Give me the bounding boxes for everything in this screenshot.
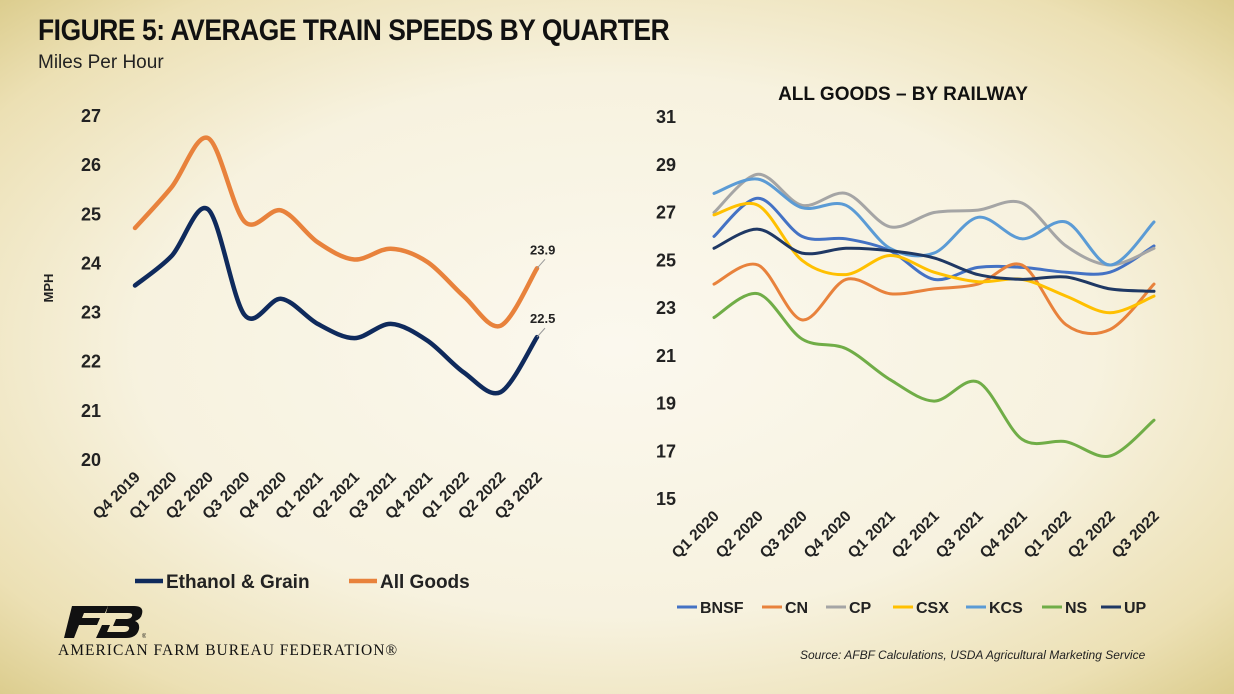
left-legend-label: All Goods xyxy=(380,572,470,593)
right-y-tick-label: 15 xyxy=(656,489,676,509)
right-y-tick-label: 29 xyxy=(656,155,676,175)
left-data-label-leader xyxy=(536,327,546,338)
source-note: Source: AFBF Calculations, USDA Agricult… xyxy=(800,648,1146,662)
right-x-tick-label: Q2 2022 xyxy=(1065,508,1119,562)
right-legend-label: KCS xyxy=(989,600,1023,617)
right-series-line xyxy=(712,292,1156,458)
left-y-tick-label: 21 xyxy=(81,401,101,421)
right-series-line xyxy=(712,227,1156,293)
right-x-tick-label: Q1 2021 xyxy=(845,508,899,562)
left-y-tick-label: 26 xyxy=(81,155,101,175)
right-series-line xyxy=(712,196,1156,282)
right-series-line xyxy=(712,177,1156,267)
farm-bureau-logo-icon: ® xyxy=(64,606,146,640)
left-y-tick-label: 25 xyxy=(81,204,101,224)
right-x-tick-label: Q3 2021 xyxy=(933,508,987,562)
left-series-line xyxy=(132,135,540,329)
right-legend-label: BNSF xyxy=(700,600,744,617)
right-legend-label: CP xyxy=(849,600,872,617)
right-x-tick-label: Q1 2020 xyxy=(669,508,723,562)
left-y-axis-title: MPH xyxy=(41,274,56,303)
left-data-label-leader xyxy=(536,259,546,269)
right-y-tick-label: 23 xyxy=(656,298,676,318)
right-legend-label: NS xyxy=(1065,600,1088,617)
right-x-tick-label: Q1 2022 xyxy=(1021,508,1075,562)
right-y-tick-label: 17 xyxy=(656,441,676,461)
right-x-tick-label: Q4 2021 xyxy=(977,508,1031,562)
right-x-tick-label: Q4 2020 xyxy=(801,508,855,562)
figure-subtitle: Miles Per Hour xyxy=(38,52,164,73)
right-y-tick-label: 25 xyxy=(656,250,676,270)
left-data-label: 23.9 xyxy=(530,242,555,257)
right-series-line xyxy=(712,172,1156,267)
right-legend-label: CSX xyxy=(916,600,949,617)
right-x-tick-label: Q2 2020 xyxy=(713,508,767,562)
right-y-tick-label: 21 xyxy=(656,346,676,366)
svg-text:®: ® xyxy=(142,633,146,640)
right-series-line xyxy=(712,262,1156,336)
left-series-line xyxy=(132,205,540,396)
left-legend-label: Ethanol & Grain xyxy=(166,572,310,593)
right-series-line xyxy=(712,202,1156,315)
right-y-tick-label: 19 xyxy=(656,394,676,414)
left-y-tick-label: 20 xyxy=(81,450,101,470)
figure-title: FIGURE 5: AVERAGE TRAIN SPEEDS BY QUARTE… xyxy=(38,14,670,47)
right-x-tick-label: Q3 2022 xyxy=(1109,508,1163,562)
right-chart-title: ALL GOODS – BY RAILWAY xyxy=(778,84,1028,105)
left-y-tick-label: 22 xyxy=(81,352,101,372)
right-x-tick-label: Q3 2020 xyxy=(757,508,811,562)
right-y-tick-label: 27 xyxy=(656,203,676,223)
left-y-tick-label: 24 xyxy=(81,253,101,273)
left-y-tick-label: 23 xyxy=(81,303,101,323)
right-x-tick-label: Q2 2021 xyxy=(889,508,943,562)
left-data-label: 22.5 xyxy=(530,311,555,326)
right-legend-label: CN xyxy=(785,600,808,617)
right-y-tick-label: 31 xyxy=(656,107,676,127)
right-legend-label: UP xyxy=(1124,600,1147,617)
left-y-tick-label: 27 xyxy=(81,106,101,126)
organization-name: AMERICAN FARM BUREAU FEDERATION® xyxy=(58,642,399,659)
